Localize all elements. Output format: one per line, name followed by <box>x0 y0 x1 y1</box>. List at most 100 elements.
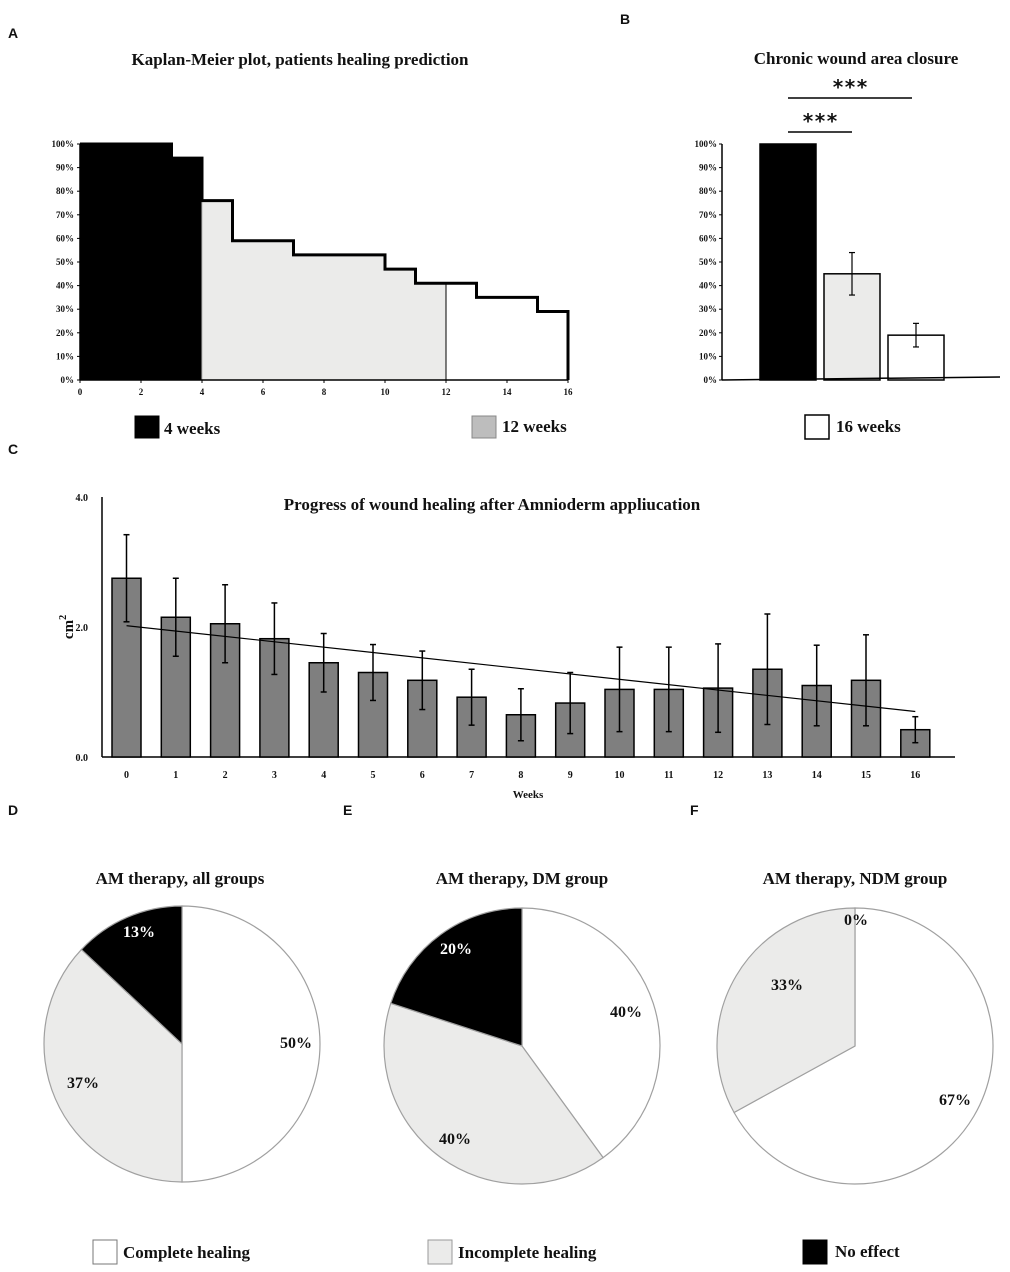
progress-trend-line <box>126 625 916 713</box>
wound-progress-chart: Progress of wound healing after Amnioder… <box>58 493 955 801</box>
pie-all-groups-title: AM therapy, all groups <box>96 869 265 888</box>
progress-x-tick-label: 7 <box>469 770 474 781</box>
pie-ndm-group-title: AM therapy, NDM group <box>763 869 948 888</box>
km-x-tick-label: 6 <box>261 387 266 397</box>
km-chart-title: Kaplan-Meier plot, patients healing pred… <box>131 50 469 69</box>
panel-label-e: E <box>343 802 352 818</box>
km-y-ticks: 0% 10% 20% 30% 40% 50% 60% 70% 80% 90% 100% <box>52 139 80 385</box>
pie-pct-label: 40% <box>439 1131 471 1148</box>
closure-y-tick-label: 20% <box>699 328 717 338</box>
km-x-tick-label: 10 <box>381 387 391 397</box>
closure-y-tick-label: 60% <box>699 233 717 243</box>
pie-slice-incomplete-healing <box>383 1002 604 1185</box>
progress-x-tick-label: 8 <box>518 770 523 781</box>
progress-bars <box>111 533 931 758</box>
km-y-tick-label: 50% <box>56 257 74 267</box>
pie-pct-label: 13% <box>123 924 155 941</box>
km-x-tick-label: 4 <box>200 387 205 397</box>
km-x-tick-label: 0 <box>78 387 83 397</box>
pie-pct-label: 50% <box>280 1035 312 1052</box>
pie-legend: Complete healing Incomplete healing No e… <box>92 1239 900 1265</box>
panel-label-b: B <box>620 11 630 27</box>
km-y-tick-label: 70% <box>56 210 74 220</box>
progress-x-tick-label: 4 <box>321 770 326 781</box>
wound-closure-chart: Chronic wound area closure *** *** 0% 10% 2… <box>695 49 1001 440</box>
significance-stars: *** <box>802 109 838 133</box>
legend-label-12-weeks: 12 weeks <box>502 417 567 436</box>
progress-y-ticks: 0.0 2.0 4.0 <box>76 493 89 764</box>
km-x-tick-label: 16 <box>564 387 574 397</box>
panel-label-c: C <box>8 441 18 457</box>
km-y-tick-label: 10% <box>56 351 74 361</box>
km-fill-region-0 <box>79 143 203 381</box>
closure-y-tick-label: 100% <box>695 139 718 149</box>
progress-x-tick-label: 14 <box>812 770 822 781</box>
pie-slice-complete-healing <box>733 907 994 1185</box>
legend-label-16-weeks: 16 weeks <box>836 417 901 436</box>
progress-x-tick-label: 5 <box>371 770 376 781</box>
legend-swatch-no-effect <box>802 1239 828 1265</box>
closure-y-tick-label: 10% <box>699 351 717 361</box>
pie-dm-group: AM therapy, DM group 40% 40% 20% <box>383 869 661 1185</box>
closure-y-tick-label: 40% <box>699 281 717 291</box>
progress-x-tick-label: 9 <box>568 770 573 781</box>
significance-brackets: *** *** <box>788 75 912 133</box>
pie-dm-group-title: AM therapy, DM group <box>436 869 609 888</box>
pie-pct-label: 33% <box>771 977 803 994</box>
legend-swatch-complete-healing <box>92 1239 118 1265</box>
progress-x-tick-label: 3 <box>272 770 277 781</box>
progress-x-tick-label: 1 <box>173 770 178 781</box>
pie-slice-incomplete-healing <box>43 948 183 1183</box>
pie-slice-incomplete-healing <box>716 907 856 1114</box>
km-y-tick-label: 100% <box>52 139 75 149</box>
progress-x-tick-label: 0 <box>124 770 129 781</box>
km-x-tick-label: 8 <box>322 387 327 397</box>
legend-swatch-incomplete-healing <box>427 1239 453 1265</box>
progress-x-tick-label: 16 <box>910 770 920 781</box>
closure-bar-0 <box>759 143 817 381</box>
legend-swatch-16-weeks <box>804 414 830 440</box>
closure-y-tick-label: 50% <box>699 257 717 267</box>
significance-stars: *** <box>832 75 868 99</box>
pie-ndm-group-slices: 67% 33% 0% <box>716 907 994 1185</box>
km-y-tick-label: 30% <box>56 304 74 314</box>
closure-y-tick-label: 90% <box>699 163 717 173</box>
progress-chart-title: Progress of wound healing after Amnioder… <box>284 495 701 514</box>
progress-y-tick-label: 4.0 <box>76 493 89 504</box>
legend-swatch-4-weeks <box>134 415 160 439</box>
pie-slice-complete-healing <box>181 905 321 1183</box>
closure-x-axis <box>721 376 1001 381</box>
legend-label-complete-healing: Complete healing <box>123 1243 251 1262</box>
km-step-line <box>80 142 570 380</box>
km-y-tick-label: 80% <box>56 186 74 196</box>
progress-x-tick-label: 6 <box>420 770 425 781</box>
km-x-tick-label: 2 <box>139 387 144 397</box>
legend-label-incomplete-healing: Incomplete healing <box>458 1243 597 1262</box>
km-fill-regions <box>79 143 569 381</box>
pie-pct-label: 40% <box>610 1004 642 1021</box>
progress-x-tick-label: 11 <box>664 770 673 781</box>
progress-x-tick-label: 10 <box>615 770 625 781</box>
km-y-tick-label: 0% <box>61 375 75 385</box>
kaplan-meier-chart: Kaplan-Meier plot, patients healing pred… <box>52 50 574 439</box>
km-x-tick-label: 12 <box>442 387 452 397</box>
progress-x-tick-label: 12 <box>713 770 723 781</box>
panel-label-d: D <box>8 802 18 818</box>
progress-x-label: Weeks <box>513 789 544 801</box>
progress-x-tick-label: 13 <box>762 770 772 781</box>
progress-x-tick-label: 2 <box>223 770 228 781</box>
panel-label-f: F <box>690 802 699 818</box>
pie-pct-label: 67% <box>939 1092 971 1109</box>
km-y-tick-label: 90% <box>56 163 74 173</box>
closure-y-tick-label: 0% <box>704 375 718 385</box>
progress-x-tick-label: 15 <box>861 770 871 781</box>
closure-y-tick-label: 70% <box>699 210 717 220</box>
closure-y-tick-label: 30% <box>699 304 717 314</box>
legend-label-4-weeks: 4 weeks <box>164 419 221 438</box>
pie-slice-complete-healing <box>521 907 661 1159</box>
progress-y-label: cm2 <box>58 615 77 639</box>
legend-swatch-12-weeks <box>471 415 497 439</box>
pie-ndm-group: AM therapy, NDM group 67% 33% 0% <box>716 869 994 1185</box>
closure-chart-title: Chronic wound area closure <box>754 49 959 68</box>
